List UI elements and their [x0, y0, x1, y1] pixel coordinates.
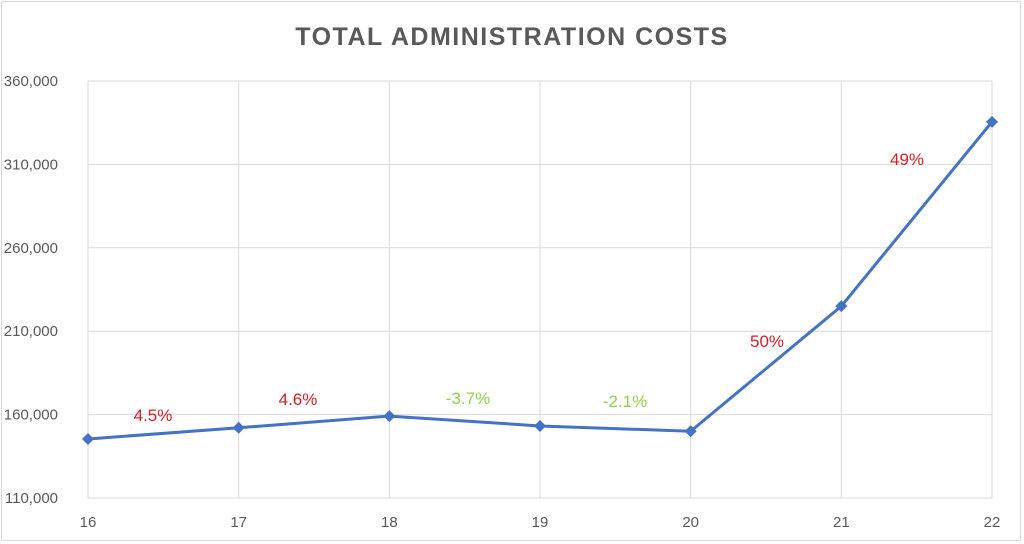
- annotations: 4.5% 4.6% -3.7% -2.1% 50% 49%: [134, 150, 924, 425]
- growth-annotation: -3.7%: [446, 389, 490, 408]
- x-tick-label: 18: [381, 514, 398, 531]
- x-tick-label: 22: [984, 514, 1001, 531]
- y-tick-label: 210,000: [4, 323, 58, 340]
- y-tick-label: 310,000: [4, 156, 58, 173]
- data-point-marker: [383, 410, 396, 423]
- data-point-marker: [534, 419, 546, 432]
- axis-ticks: 110,000 160,000 210,000 260,000 310,000 360,0…: [4, 73, 1001, 531]
- x-tick-label: 16: [80, 514, 97, 531]
- chart-title: TOTAL ADMINISTRATION COSTS: [295, 23, 728, 51]
- growth-annotation: -2.1%: [603, 392, 647, 411]
- y-tick-label: 160,000: [4, 407, 58, 424]
- data-point-marker: [82, 432, 94, 445]
- y-tick-label: 260,000: [4, 240, 58, 257]
- data-point-marker: [684, 425, 697, 438]
- growth-annotation: 4.6%: [279, 390, 318, 409]
- data-point-marker: [232, 421, 245, 434]
- growth-annotation: 49%: [890, 150, 924, 169]
- data-point-marker: [986, 115, 998, 128]
- x-tick-label: 21: [833, 514, 850, 531]
- x-tick-label: 19: [532, 514, 549, 531]
- x-tick-label: 17: [230, 514, 247, 531]
- growth-annotation: 4.5%: [134, 406, 173, 425]
- series: [82, 115, 998, 445]
- x-tick-label: 20: [682, 514, 699, 531]
- growth-annotation: 50%: [750, 332, 784, 351]
- y-tick-label: 110,000: [5, 490, 58, 507]
- y-tick-label: 360,000: [4, 73, 58, 90]
- data-point-marker: [835, 300, 848, 313]
